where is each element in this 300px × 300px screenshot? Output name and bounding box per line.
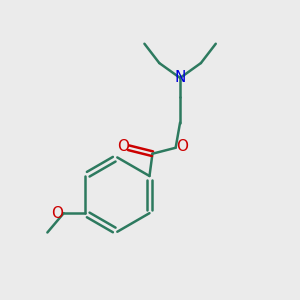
Text: O: O <box>51 206 63 221</box>
Text: O: O <box>117 139 129 154</box>
Text: O: O <box>176 139 188 154</box>
Text: N: N <box>174 70 186 86</box>
